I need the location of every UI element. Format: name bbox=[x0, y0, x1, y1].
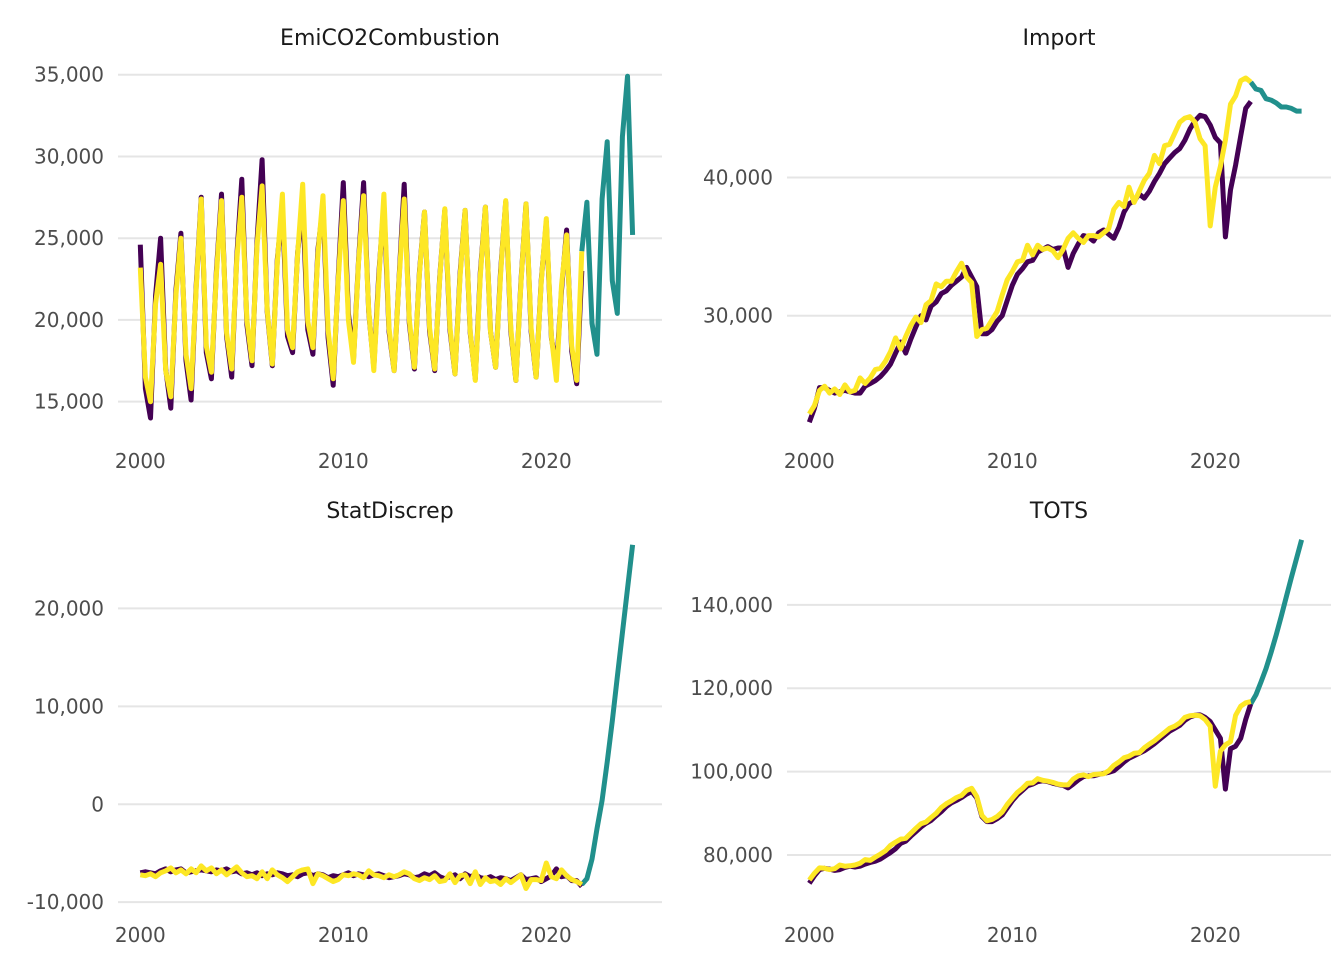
x-tick-label: 2010 bbox=[987, 449, 1038, 473]
x-tick-label: 2000 bbox=[784, 449, 835, 473]
y-tick-label: 10,000 bbox=[34, 694, 104, 718]
x-tick-label: 2000 bbox=[115, 923, 166, 947]
y-tick-label: 20,000 bbox=[34, 596, 104, 620]
x-tick-label: 2020 bbox=[521, 449, 572, 473]
y-tick-label: 25,000 bbox=[34, 226, 104, 250]
y-tick-label: 140,000 bbox=[690, 593, 773, 617]
y-tick-label: 40,000 bbox=[703, 166, 773, 190]
y-tick-label: 100,000 bbox=[690, 760, 773, 784]
y-tick-label: 35,000 bbox=[34, 63, 104, 87]
fitted-series-line bbox=[807, 75, 1253, 416]
fitted-series-line bbox=[137, 181, 585, 405]
panel-import: Import 30,000 40,000 2000 2010 2020 bbox=[703, 26, 1331, 473]
panel-title: StatDiscrep bbox=[326, 499, 453, 524]
panel-title: Import bbox=[1022, 26, 1095, 51]
y-tick-label: 30,000 bbox=[34, 144, 104, 168]
panel-statdiscrep: StatDiscrep -10,000 0 10,000 20,000 2000 2010 2… bbox=[27, 499, 662, 947]
y-tick-label: 80,000 bbox=[703, 843, 773, 867]
forecast-series-line bbox=[1248, 80, 1302, 114]
y-tick-label: 20,000 bbox=[34, 308, 104, 332]
x-tick-label: 2010 bbox=[318, 449, 369, 473]
panel-title: EmiCO2Combustion bbox=[280, 26, 500, 51]
y-tick-label: 30,000 bbox=[703, 304, 773, 328]
y-tick-label: -10,000 bbox=[27, 890, 104, 914]
forecast-series-line bbox=[579, 544, 636, 887]
x-tick-label: 2000 bbox=[115, 449, 166, 473]
x-tick-label: 2020 bbox=[521, 923, 572, 947]
forecast-series-line bbox=[579, 73, 636, 357]
fitted-series-line bbox=[807, 699, 1252, 882]
fitted-series-line bbox=[139, 860, 584, 891]
y-tick-label: 15,000 bbox=[34, 390, 104, 414]
panel-emico2combustion: EmiCO2Combustion 15,000 20,000 25,000 30,000… bbox=[34, 26, 662, 473]
x-tick-label: 2020 bbox=[1190, 923, 1241, 947]
panel-tots: TOTS 80,000 100,000 120,000 140,000 2000 2010 2… bbox=[690, 499, 1331, 947]
x-tick-label: 2020 bbox=[1190, 449, 1241, 473]
x-tick-label: 2010 bbox=[987, 923, 1038, 947]
panel-title: TOTS bbox=[1029, 499, 1088, 524]
y-tick-label: 0 bbox=[91, 792, 104, 816]
x-tick-label: 2010 bbox=[318, 923, 369, 947]
x-tick-label: 2000 bbox=[784, 923, 835, 947]
forecast-series-line bbox=[1248, 539, 1305, 705]
actual-series-line bbox=[806, 100, 1253, 424]
y-tick-label: 120,000 bbox=[690, 676, 773, 700]
